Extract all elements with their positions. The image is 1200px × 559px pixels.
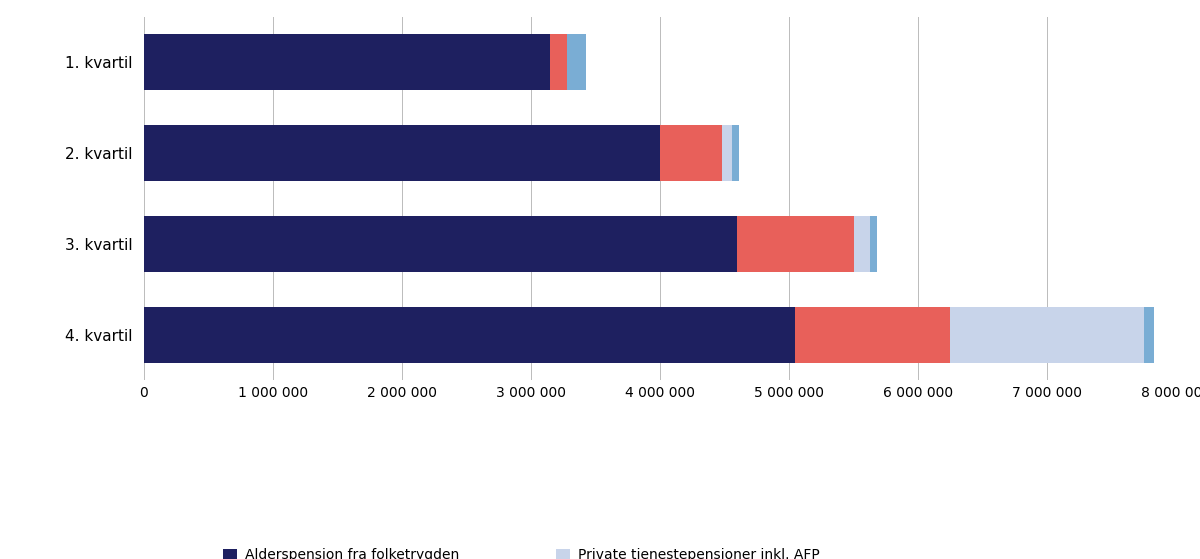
Bar — [853, 216, 870, 272]
Legend: Alderspensjon fra folketrygden, Offentlige tjenestepensjoner inkl. AFP, Private : Alderspensjon fra folketrygden, Offentli… — [223, 548, 820, 559]
Bar — [144, 125, 660, 181]
Bar — [870, 216, 877, 272]
Bar — [1144, 306, 1154, 363]
Bar — [568, 34, 587, 91]
Bar — [950, 306, 1144, 363]
Bar — [737, 216, 853, 272]
Bar — [144, 306, 796, 363]
Bar — [722, 125, 732, 181]
Bar — [732, 125, 739, 181]
Bar — [796, 306, 950, 363]
Bar — [144, 216, 737, 272]
Bar — [660, 125, 722, 181]
Bar — [551, 34, 568, 91]
Bar — [144, 34, 551, 91]
